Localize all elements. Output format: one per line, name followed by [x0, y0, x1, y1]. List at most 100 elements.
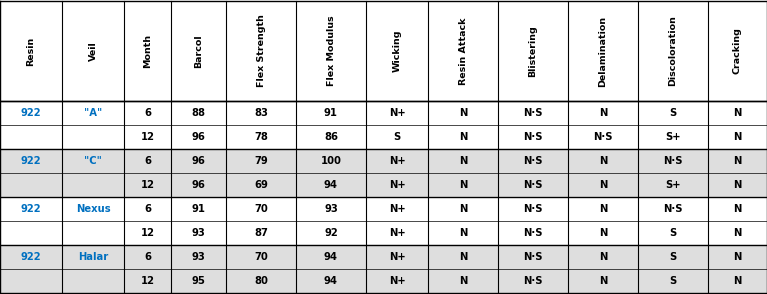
Text: 70: 70: [254, 204, 268, 214]
Text: 70: 70: [254, 252, 268, 262]
Text: 87: 87: [254, 228, 268, 238]
Text: N·S: N·S: [663, 204, 683, 214]
Bar: [0, 197, 767, 245]
Text: 94: 94: [324, 276, 338, 286]
Text: 922: 922: [21, 108, 41, 118]
Text: N·S: N·S: [523, 180, 543, 190]
Text: N: N: [599, 108, 607, 118]
Text: 12: 12: [140, 276, 154, 286]
Text: N: N: [733, 180, 742, 190]
Text: 96: 96: [192, 156, 206, 166]
Text: N: N: [599, 180, 607, 190]
Text: 86: 86: [324, 132, 338, 142]
Text: S: S: [670, 252, 676, 262]
Text: Cracking: Cracking: [733, 28, 742, 74]
Text: S+: S+: [665, 180, 681, 190]
Text: N+: N+: [389, 252, 405, 262]
Text: 6: 6: [144, 108, 151, 118]
Text: N: N: [459, 276, 467, 286]
Text: Delamination: Delamination: [598, 16, 607, 86]
Text: N: N: [599, 252, 607, 262]
Text: Blistering: Blistering: [528, 25, 538, 77]
Text: N: N: [459, 156, 467, 166]
Text: Veil: Veil: [88, 41, 97, 61]
Text: N·S: N·S: [523, 132, 543, 142]
Text: S: S: [670, 108, 676, 118]
Bar: [0, 245, 767, 293]
Text: 91: 91: [192, 204, 206, 214]
Text: N+: N+: [389, 156, 405, 166]
Bar: [0, 1, 767, 101]
Text: N: N: [599, 276, 607, 286]
Text: N+: N+: [389, 276, 405, 286]
Text: N·S: N·S: [663, 156, 683, 166]
Text: 88: 88: [192, 108, 206, 118]
Text: N: N: [599, 156, 607, 166]
Text: N: N: [599, 228, 607, 238]
Text: Resin: Resin: [27, 36, 35, 66]
Text: Flex Modulus: Flex Modulus: [327, 16, 335, 86]
Text: S: S: [393, 132, 400, 142]
Text: 12: 12: [140, 132, 154, 142]
Text: N+: N+: [389, 108, 405, 118]
Text: 94: 94: [324, 252, 338, 262]
Text: 79: 79: [254, 156, 268, 166]
Text: N·S: N·S: [523, 252, 543, 262]
Text: N: N: [733, 252, 742, 262]
Text: N: N: [733, 108, 742, 118]
Text: Discoloration: Discoloration: [669, 16, 677, 86]
Text: Nexus: Nexus: [76, 204, 110, 214]
Text: N: N: [733, 276, 742, 286]
Text: "C": "C": [84, 156, 102, 166]
Text: 922: 922: [21, 204, 41, 214]
Text: N: N: [459, 132, 467, 142]
Text: 93: 93: [192, 252, 206, 262]
Text: N: N: [459, 108, 467, 118]
Text: "A": "A": [84, 108, 102, 118]
Text: N: N: [459, 228, 467, 238]
Text: N: N: [733, 228, 742, 238]
Text: N: N: [733, 132, 742, 142]
Text: N+: N+: [389, 228, 405, 238]
Text: 69: 69: [254, 180, 268, 190]
Text: 94: 94: [324, 180, 338, 190]
Text: 12: 12: [140, 180, 154, 190]
Text: Resin Attack: Resin Attack: [459, 17, 468, 85]
Text: N·S: N·S: [523, 156, 543, 166]
Text: N·S: N·S: [593, 132, 613, 142]
Text: N: N: [733, 204, 742, 214]
Text: N: N: [599, 204, 607, 214]
Text: 93: 93: [324, 204, 338, 214]
Text: S: S: [670, 228, 676, 238]
Text: N·S: N·S: [523, 108, 543, 118]
Bar: [0, 101, 767, 149]
Text: Halar: Halar: [78, 252, 108, 262]
Bar: [0, 149, 767, 197]
Text: N·S: N·S: [523, 276, 543, 286]
Text: Flex Strength: Flex Strength: [256, 15, 265, 87]
Text: 6: 6: [144, 204, 151, 214]
Text: N·S: N·S: [523, 228, 543, 238]
Text: Barcol: Barcol: [194, 34, 203, 68]
Text: 96: 96: [192, 132, 206, 142]
Text: 95: 95: [192, 276, 206, 286]
Text: Wicking: Wicking: [393, 30, 401, 72]
Text: 922: 922: [21, 252, 41, 262]
Text: N: N: [459, 180, 467, 190]
Text: N+: N+: [389, 180, 405, 190]
Text: Month: Month: [143, 34, 152, 68]
Text: N: N: [459, 252, 467, 262]
Text: 83: 83: [254, 108, 268, 118]
Text: 92: 92: [324, 228, 338, 238]
Text: 12: 12: [140, 228, 154, 238]
Text: N·S: N·S: [523, 204, 543, 214]
Text: 922: 922: [21, 156, 41, 166]
Text: 6: 6: [144, 156, 151, 166]
Text: 80: 80: [254, 276, 268, 286]
Text: S: S: [670, 276, 676, 286]
Text: 78: 78: [254, 132, 268, 142]
Text: N+: N+: [389, 204, 405, 214]
Text: S+: S+: [665, 132, 681, 142]
Text: N: N: [459, 204, 467, 214]
Text: 100: 100: [321, 156, 341, 166]
